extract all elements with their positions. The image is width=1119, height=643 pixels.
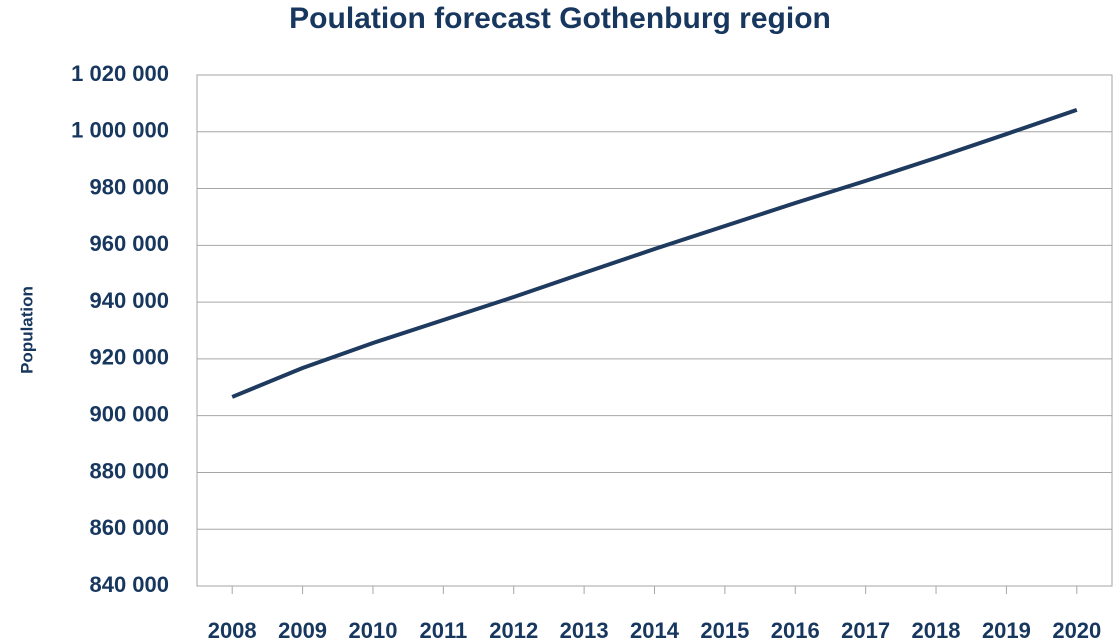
y-tick-label: 940 000 <box>89 288 169 313</box>
x-tick-label: 2017 <box>841 618 890 643</box>
x-tick-label: 2015 <box>700 618 749 643</box>
x-tick-label: 2008 <box>208 618 257 643</box>
y-tick-label: 1 000 000 <box>71 118 169 143</box>
y-tick-label: 960 000 <box>89 231 169 256</box>
x-tick-label: 2019 <box>982 618 1031 643</box>
x-tick-label: 2009 <box>278 618 327 643</box>
chart-title: Poulation forecast Gothenburg region <box>289 2 831 35</box>
x-tick-label: 2013 <box>560 618 609 643</box>
x-tick-label: 2014 <box>630 618 680 643</box>
y-tick-label: 1 020 000 <box>71 61 169 86</box>
y-tick-label: 880 000 <box>89 458 169 483</box>
x-tick-label: 2020 <box>1052 618 1101 643</box>
x-tick-label: 2010 <box>348 618 397 643</box>
y-axis-label: Population <box>17 286 36 374</box>
y-tick-label: 900 000 <box>89 401 169 426</box>
y-tick-label: 840 000 <box>89 572 169 597</box>
x-tick-label: 2012 <box>489 618 538 643</box>
plot-frame <box>196 74 1113 587</box>
x-tick-label: 2018 <box>912 618 961 643</box>
y-tick-label: 980 000 <box>89 174 169 199</box>
y-tick-label: 920 000 <box>89 345 169 370</box>
data-line <box>231 108 1078 399</box>
y-tick-label: 860 000 <box>89 515 169 540</box>
x-tick-label: 2016 <box>771 618 820 643</box>
x-tick-label: 2011 <box>419 618 467 643</box>
